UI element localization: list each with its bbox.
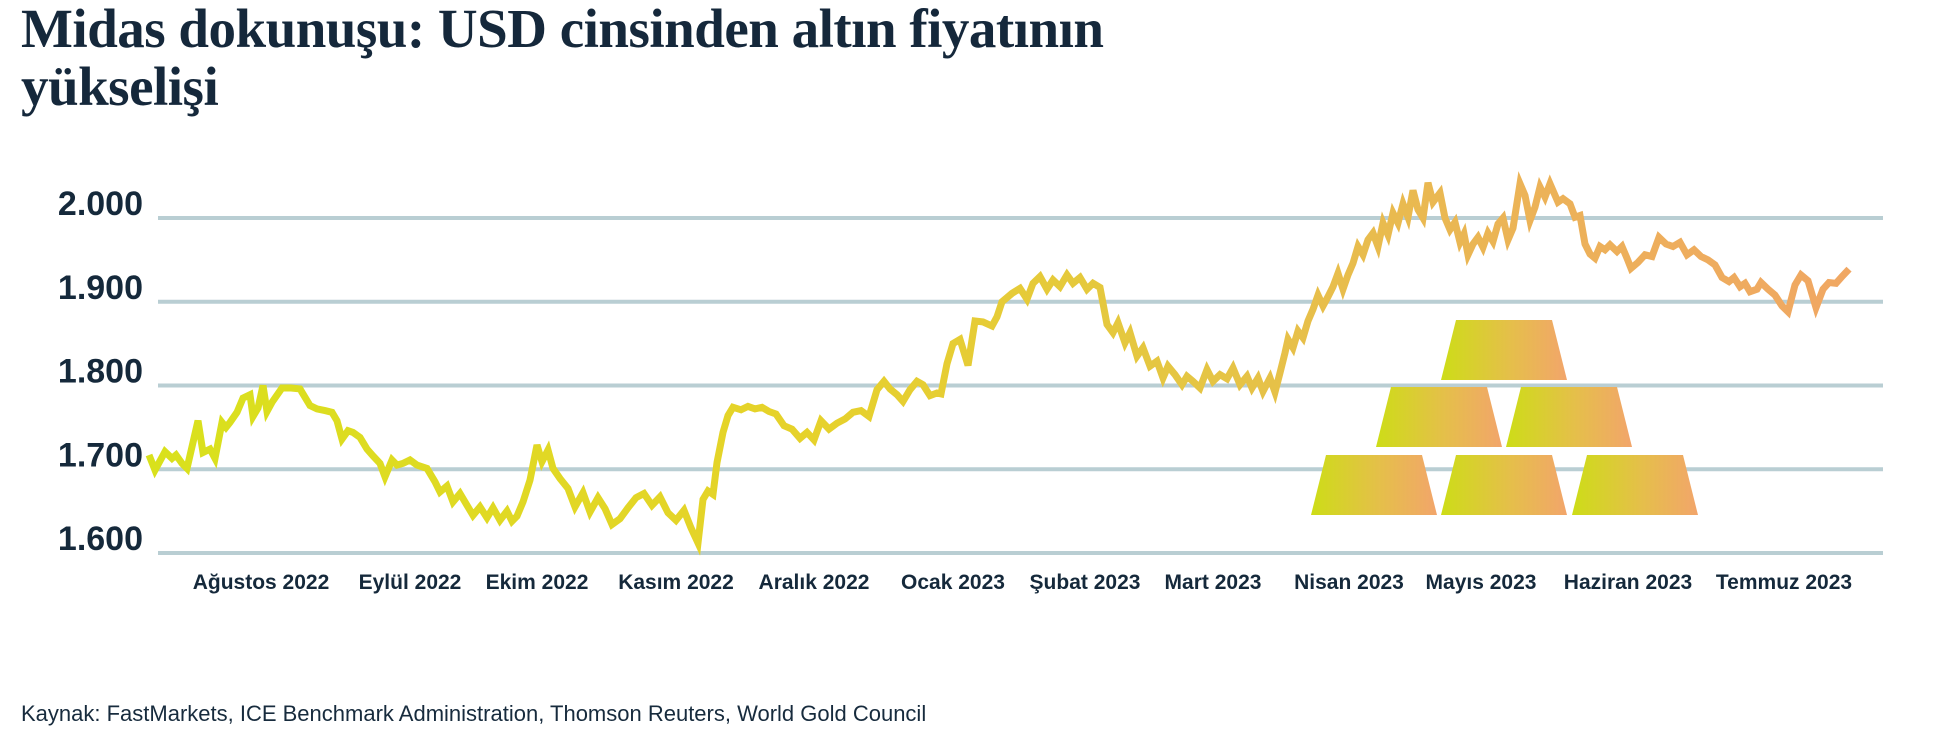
price-line-group	[145, 171, 1852, 556]
chart-title-line-1: Midas dokunuşu: USD cinsinden altın fiya…	[21, 0, 1104, 59]
y-axis-labels: 2.000 1.900 1.800 1.700 1.600	[58, 185, 143, 558]
gold-bar	[1311, 455, 1437, 515]
gold-bar	[1441, 455, 1567, 515]
x-tick-label: Ocak 2023	[901, 571, 1005, 594]
gold-bar	[1572, 455, 1698, 515]
x-tick-label: Şubat 2023	[1030, 571, 1141, 594]
x-tick-label: Temmuz 2023	[1716, 571, 1852, 594]
gold-bar	[1441, 320, 1567, 380]
x-axis-labels: Ağustos 2022 Eylül 2022 Ekim 2022 Kasım 202…	[193, 571, 1852, 594]
source-attribution: Kaynak: FastMarkets, ICE Benchmark Admin…	[21, 701, 927, 726]
x-tick-label: Mart 2023	[1165, 571, 1262, 594]
x-tick-label: Nisan 2023	[1294, 571, 1404, 594]
y-tick-label: 1.800	[58, 353, 143, 391]
chart-title: Midas dokunuşu: USD cinsinden altın fiya…	[21, 0, 1441, 116]
x-tick-label: Ağustos 2022	[193, 571, 330, 594]
y-tick-label: 1.700	[58, 436, 143, 474]
y-tick-label: 1.900	[58, 269, 143, 307]
gold-bars-illustration	[1311, 320, 1698, 515]
chart-title-line-2: yükselişi	[21, 56, 219, 117]
x-tick-label: Kasım 2022	[618, 571, 734, 594]
y-tick-label: 1.600	[58, 520, 143, 558]
gold-bar	[1506, 387, 1632, 447]
x-tick-label: Ekim 2022	[486, 571, 589, 594]
price-line	[145, 171, 1852, 556]
gold-bar	[1376, 387, 1502, 447]
x-tick-label: Haziran 2023	[1564, 571, 1692, 594]
x-tick-label: Eylül 2022	[359, 571, 462, 594]
y-tick-label: 2.000	[58, 185, 143, 223]
x-tick-label: Aralık 2022	[759, 571, 870, 594]
x-tick-label: Mayıs 2023	[1426, 571, 1537, 594]
